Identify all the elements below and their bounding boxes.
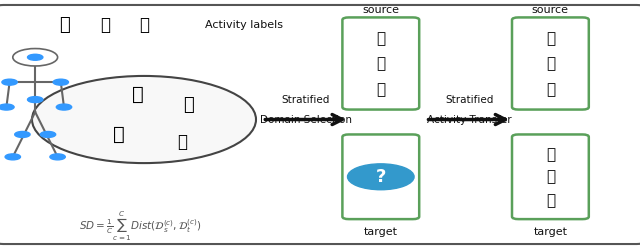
Text: 🚶: 🚶	[59, 16, 69, 34]
Text: Stratified: Stratified	[445, 95, 493, 105]
Circle shape	[0, 104, 14, 110]
FancyBboxPatch shape	[512, 17, 589, 110]
Text: 🚶: 🚶	[376, 32, 385, 47]
FancyBboxPatch shape	[512, 134, 589, 219]
Text: $SD = \frac{1}{C}\sum_{c=1}^{C} Dist(\mathcal{D}_s^{(c)}, \mathcal{D}_t^{(c)})$: $SD = \frac{1}{C}\sum_{c=1}^{C} Dist(\ma…	[79, 210, 202, 243]
Circle shape	[40, 131, 56, 137]
Text: ?: ?	[376, 168, 386, 186]
Circle shape	[5, 154, 20, 160]
Circle shape	[50, 154, 65, 160]
Text: 🚴: 🚴	[546, 56, 555, 71]
Text: 🚶: 🚶	[546, 147, 555, 162]
Text: Activity labels: Activity labels	[205, 20, 283, 30]
Text: Stratified: Stratified	[282, 95, 330, 105]
Circle shape	[32, 76, 256, 163]
Text: 🏃: 🏃	[376, 82, 385, 97]
Text: 🏃: 🏃	[139, 16, 149, 34]
Text: 💙: 💙	[113, 125, 124, 144]
Text: 🏃: 🏃	[546, 193, 555, 208]
Text: Activity Transfer: Activity Transfer	[427, 115, 511, 124]
FancyBboxPatch shape	[0, 5, 640, 244]
Circle shape	[28, 54, 43, 60]
Text: source: source	[532, 5, 569, 15]
Circle shape	[15, 131, 30, 137]
Text: 🚶: 🚶	[546, 32, 555, 47]
Text: 🤚: 🤚	[184, 96, 194, 114]
Circle shape	[56, 104, 72, 110]
FancyBboxPatch shape	[342, 134, 419, 219]
Circle shape	[348, 164, 414, 190]
Circle shape	[13, 49, 58, 66]
Text: target: target	[533, 227, 568, 237]
Circle shape	[53, 79, 68, 85]
Text: 🚴: 🚴	[376, 56, 385, 71]
Text: target: target	[364, 227, 398, 237]
Text: 🚴: 🚴	[100, 16, 111, 34]
Text: 👓: 👓	[177, 133, 188, 151]
Text: 🏃: 🏃	[546, 82, 555, 97]
Circle shape	[2, 79, 17, 85]
Text: 🚴: 🚴	[546, 169, 555, 184]
Text: source: source	[362, 5, 399, 15]
FancyBboxPatch shape	[342, 17, 419, 110]
Text: 📷: 📷	[132, 85, 143, 104]
Circle shape	[28, 97, 43, 103]
Text: Domain Selection: Domain Selection	[260, 115, 352, 124]
